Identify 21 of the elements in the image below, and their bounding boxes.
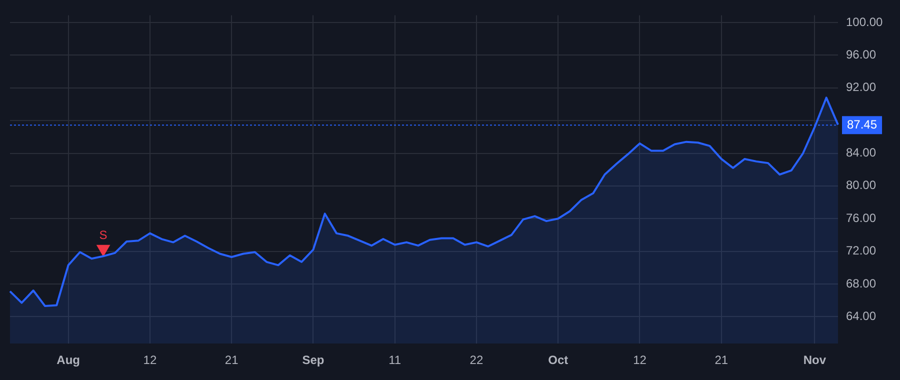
x-tick-label: Sep <box>302 353 324 368</box>
y-tick-label: 96.00 <box>846 48 876 62</box>
x-tick-label: 22 <box>470 353 484 368</box>
y-tick-label: 68.00 <box>846 276 876 290</box>
y-tick-label: 84.00 <box>846 146 876 160</box>
x-tick-label: 12 <box>143 353 157 368</box>
y-tick-label: 76.00 <box>846 210 876 225</box>
y-tick-label: 92.00 <box>846 80 876 94</box>
x-tick-label: Aug <box>56 353 80 368</box>
ref-line-label: 87.45 <box>847 117 878 132</box>
x-tick-label: Nov <box>803 353 826 368</box>
series-label: S <box>99 228 108 242</box>
x-tick-label: 21 <box>714 353 728 368</box>
y-tick-label: 80.00 <box>846 178 876 192</box>
x-tick-label: Oct <box>548 353 568 368</box>
y-tick-label: 100.00 <box>846 14 884 29</box>
y-tick-label: 64.00 <box>846 308 876 323</box>
y-tick-label: 72.00 <box>846 244 876 258</box>
x-tick-label: 11 <box>388 353 402 368</box>
x-tick-label: 21 <box>224 353 239 368</box>
x-tick-label: 12 <box>633 353 647 368</box>
